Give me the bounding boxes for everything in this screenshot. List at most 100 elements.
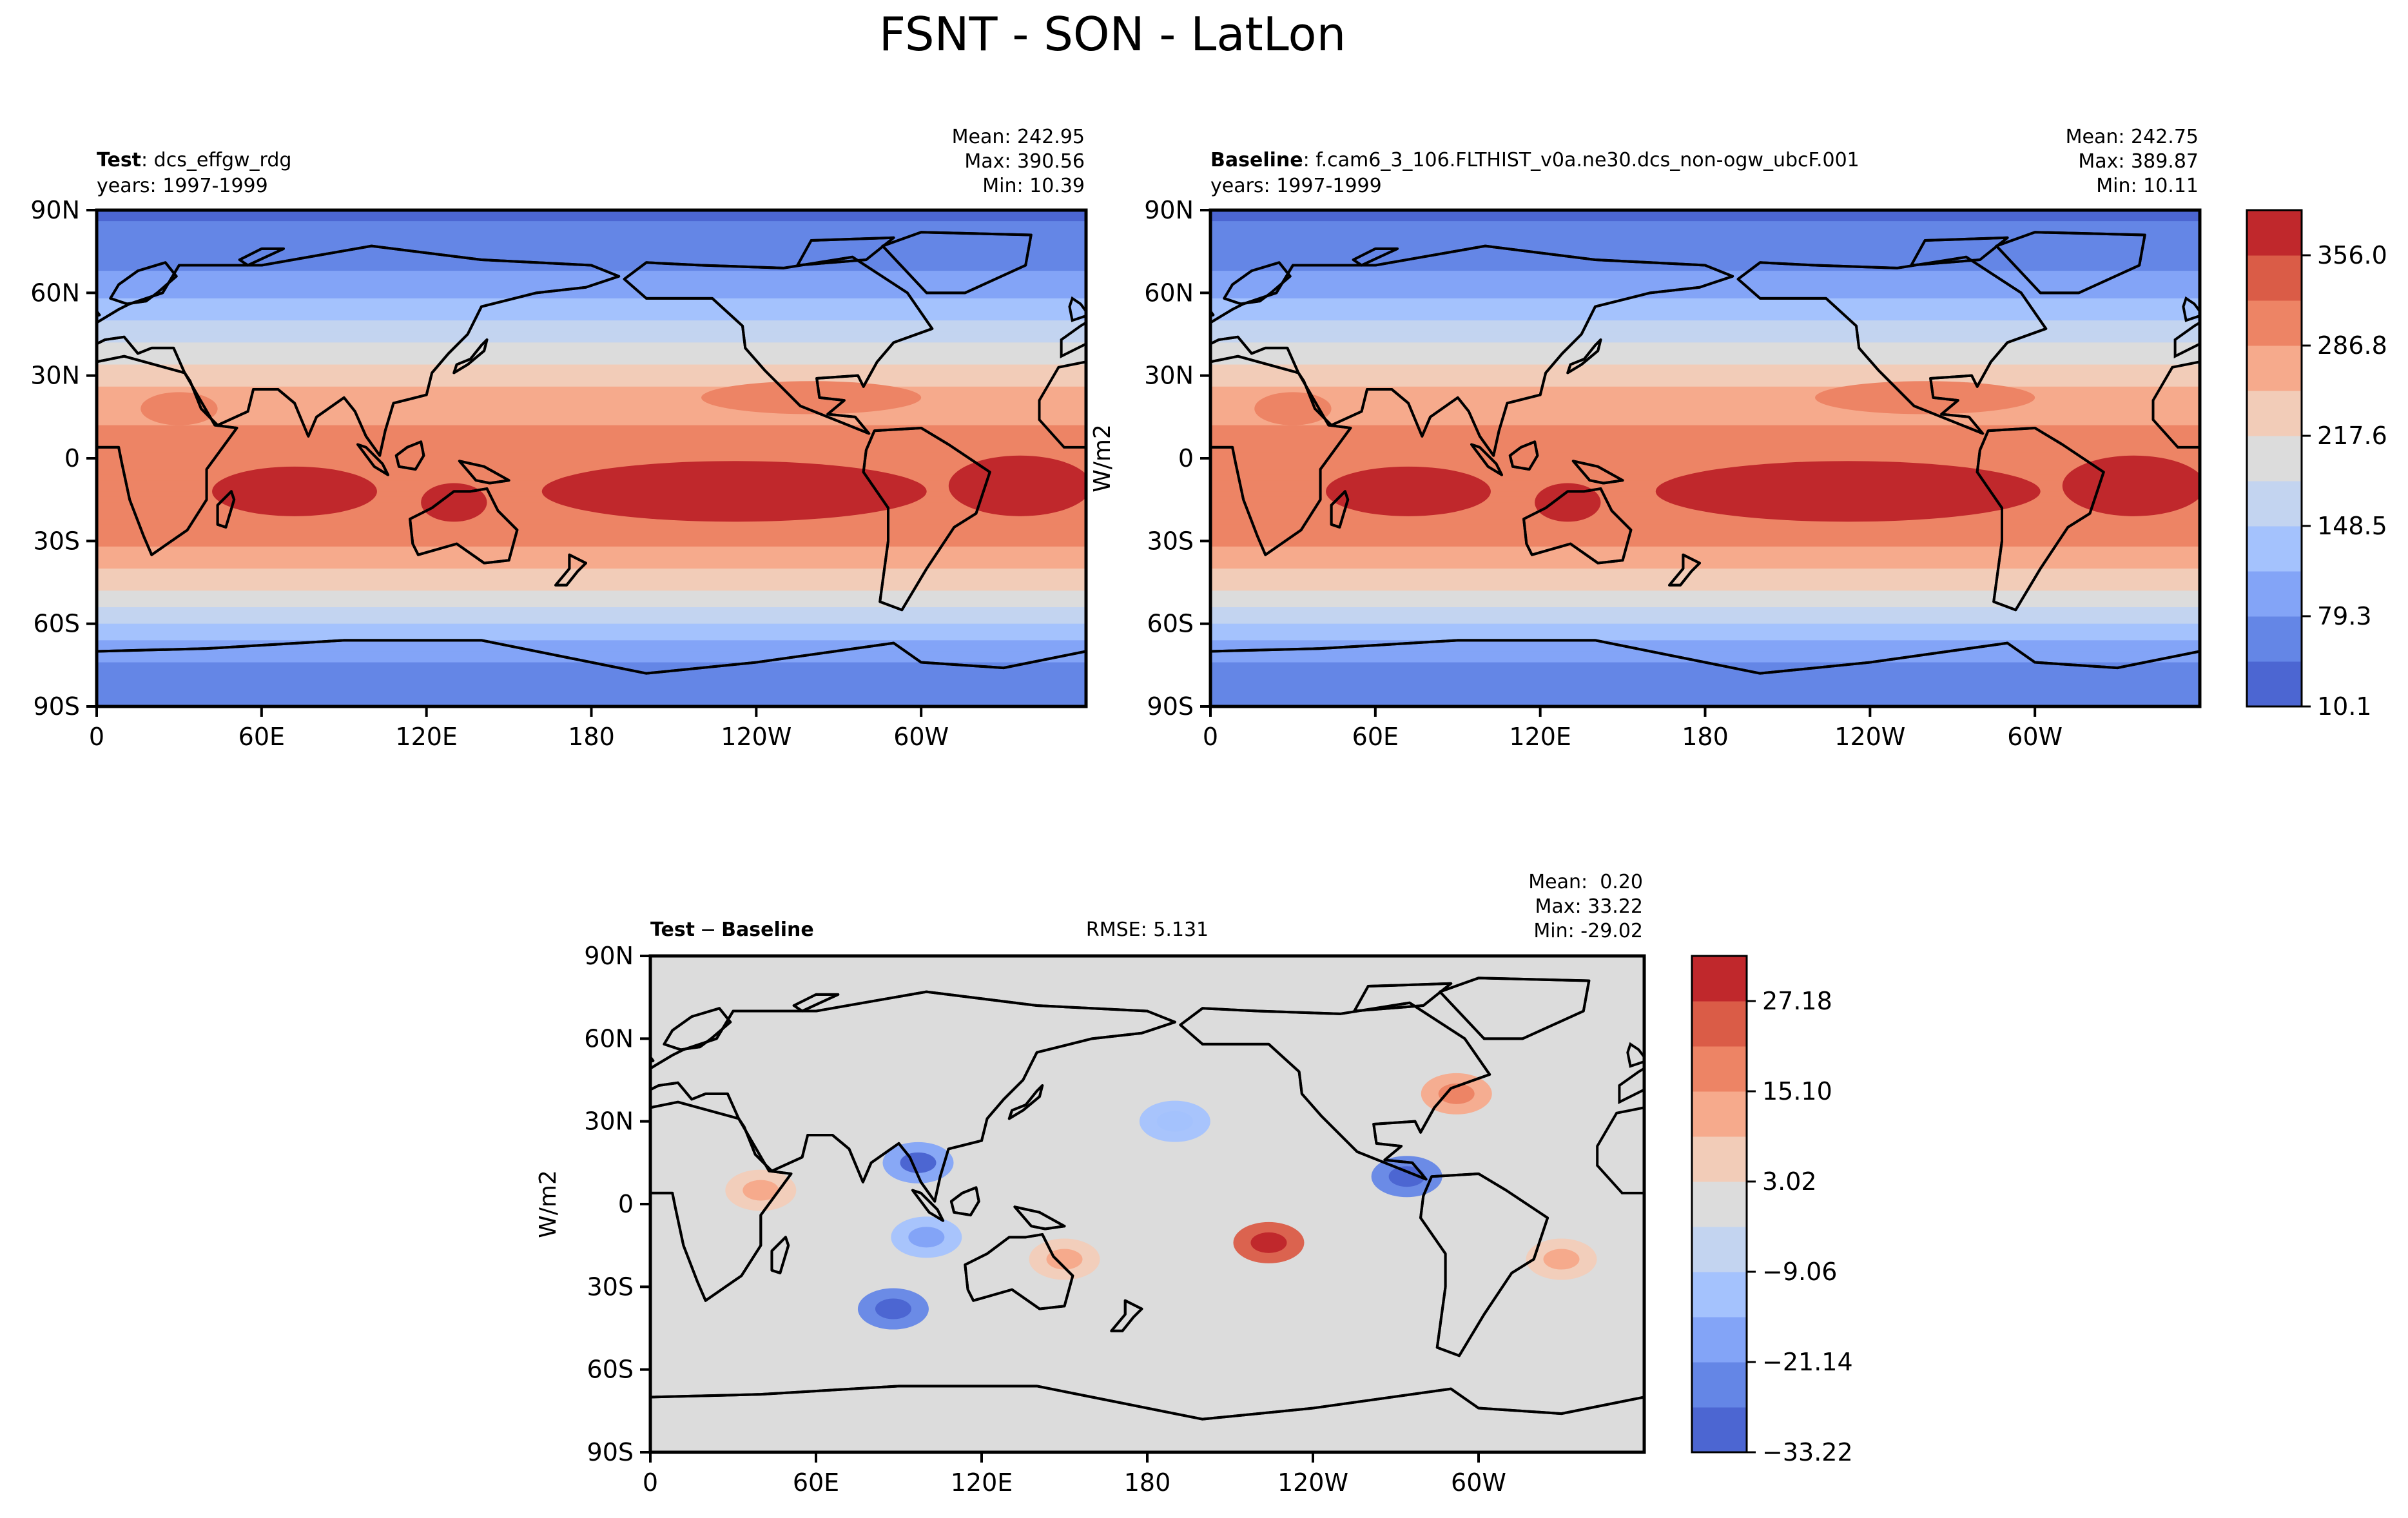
field-band <box>1210 370 2200 376</box>
colorbar-segment <box>1692 1317 1747 1363</box>
colorbar-tick-label: 15.10 <box>1762 1077 1832 1105</box>
field-band <box>97 690 1086 696</box>
y-tick-label: 90N <box>584 942 634 970</box>
field-anomaly-core <box>1156 1111 1193 1132</box>
y-tick-label: 60S <box>587 1356 634 1384</box>
field-band <box>97 298 1086 305</box>
field-band <box>1210 552 2200 558</box>
field-band <box>1210 243 2200 249</box>
field-band <box>1210 226 2200 233</box>
field-band <box>1210 634 2200 641</box>
field-band <box>1210 596 2200 603</box>
field-band <box>1210 298 2200 305</box>
field-band <box>97 552 1086 558</box>
panel-baseline-label-bold: Baseline <box>1210 149 1303 171</box>
coastline <box>862 426 991 612</box>
coastline <box>1419 1172 1549 1357</box>
x-tick-label: 60E <box>238 723 285 751</box>
colorbar-segment <box>1692 1046 1747 1092</box>
x-axis-baseline: 0 60E 120E 180 120W 60W <box>1203 706 2063 751</box>
field-band <box>1210 320 2200 327</box>
coastline <box>97 244 621 457</box>
coastline <box>97 639 1086 706</box>
field-band <box>1210 684 2200 690</box>
panel-difference: Test − Baseline RMSE: 5.131 Mean: 0.20 Max… <box>535 871 1646 1497</box>
field-band <box>97 657 1086 663</box>
field-band <box>97 232 1086 238</box>
field-band <box>1210 331 2200 338</box>
y-tick-label: 90S <box>34 692 80 721</box>
field-band <box>97 353 1086 360</box>
field-anomaly <box>1326 466 1491 516</box>
y-tick-label: 30N <box>30 362 80 390</box>
coastline <box>1508 440 1539 471</box>
field-band <box>1210 276 2200 282</box>
x-axis-difference: 0 60E 120E 180 120W 60W <box>643 1452 1506 1497</box>
panel-test-label-bold: Test <box>97 149 141 171</box>
field-anomaly <box>421 483 487 522</box>
field-band <box>97 403 1086 409</box>
field-band <box>97 370 1086 376</box>
field-band <box>1210 254 2200 260</box>
field-band <box>1210 640 2200 647</box>
x-tick-label: 120E <box>1509 723 1571 751</box>
coastline <box>792 993 840 1013</box>
panel-test-years: years: 1997-1999 <box>97 175 268 197</box>
field-band <box>97 336 1086 343</box>
colorbar-segment <box>2247 481 2302 527</box>
field-anomaly-core <box>1543 1249 1580 1270</box>
field-band <box>1210 574 2200 580</box>
y-tick-label: 0 <box>618 1190 634 1218</box>
y-tick-label: 30S <box>34 527 80 555</box>
coastline <box>911 1189 945 1222</box>
field-band <box>97 226 1086 233</box>
field-band <box>1210 530 2200 536</box>
field-band <box>1210 414 2200 420</box>
field-band <box>97 640 1086 647</box>
coastline <box>650 990 1176 1203</box>
x-tick-label: 120E <box>395 723 458 751</box>
coastline <box>1910 236 2009 267</box>
x-tick-label: 60W <box>893 723 949 751</box>
x-tick-label: 60E <box>793 1468 839 1497</box>
field-band <box>1210 563 2200 569</box>
panel-diff-ylabel: W/m2 <box>535 1170 561 1238</box>
coastline <box>1210 355 1352 556</box>
panel-diff-label-bold2: Baseline <box>721 919 814 941</box>
field-band <box>97 579 1086 586</box>
field-background <box>650 956 1644 1452</box>
field-band <box>97 210 1086 217</box>
field-band <box>97 315 1086 321</box>
field-band <box>1210 629 2200 636</box>
field-band <box>97 463 1086 470</box>
field-band <box>97 414 1086 420</box>
figure-title: FSNT - SON - LatLon <box>879 7 1346 61</box>
field-band <box>97 397 1086 404</box>
field-anomaly-core <box>1438 1083 1475 1104</box>
coastline <box>949 1186 980 1217</box>
panel-diff-min: Min: -29.02 <box>1533 920 1643 942</box>
field-band <box>97 513 1086 520</box>
y-tick-label: 30S <box>587 1272 634 1301</box>
field-band <box>97 452 1086 459</box>
x-tick-label: 60W <box>1451 1468 1506 1497</box>
y-tick-label: 60S <box>1147 610 1194 638</box>
field-band <box>1210 679 2200 685</box>
x-tick-label: 120E <box>951 1468 1013 1497</box>
x-tick-label: 0 <box>643 1468 658 1497</box>
coastline <box>1352 247 1399 267</box>
field-band <box>97 342 1086 349</box>
field-band <box>1210 695 2200 702</box>
field-band <box>1210 463 2200 470</box>
field-band <box>1210 541 2200 547</box>
field-band <box>1210 651 2200 657</box>
field-band <box>97 237 1086 244</box>
x-axis-test: 0 60E 120E 180 120W 60W <box>89 706 949 751</box>
field-band <box>97 524 1086 530</box>
field-band <box>97 221 1086 228</box>
field-band <box>1210 326 2200 332</box>
field-band <box>97 347 1086 355</box>
coastlines-test <box>97 231 1086 706</box>
field-band <box>97 679 1086 685</box>
field-band <box>1210 607 2200 614</box>
